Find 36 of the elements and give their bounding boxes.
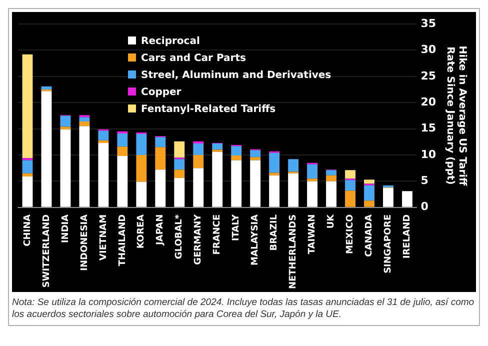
y-tick-label: 0 xyxy=(420,200,429,214)
legend-label: Reciprocal xyxy=(141,36,200,48)
x-tick-label: ITALY xyxy=(232,214,242,241)
x-tick-label: TAIWAN xyxy=(308,214,318,254)
x-tick-label: IRELAND xyxy=(402,214,413,259)
x-tick-label: MEXICO xyxy=(346,214,356,254)
x-tick-label: MALAYSIA xyxy=(250,214,261,266)
x-tick-label: INDIA xyxy=(60,214,71,244)
x-tick-label: BRAZIL xyxy=(270,214,280,251)
x-tick-label: VIETNAM xyxy=(98,214,109,260)
y-tick-label: 15 xyxy=(420,122,436,135)
x-tick-label: THAILAND xyxy=(118,214,128,266)
x-tick-label: CHINA xyxy=(22,214,33,246)
y-tick-label: 30 xyxy=(420,43,436,56)
x-tick-label: UK xyxy=(326,213,337,229)
y-tick-label: 5 xyxy=(420,174,428,188)
x-tick-label: GERMANY xyxy=(194,214,204,265)
y-tick-label: 10 xyxy=(420,148,436,161)
x-tick-label: JAPAN xyxy=(156,214,166,246)
text: Nota: Se utiliza la composición comercial de 2024. Incluye todas las tasas anunciadas el 31 de julio, así como los acuerdos sectoriales sobre automoción para Corea del Sur, Japón y la UE. xyxy=(12,297,476,322)
y-axis-title: Hike in Average US Tariff Rate Since January (ppt) xyxy=(444,46,468,186)
y-tick-label: 35 xyxy=(420,16,436,30)
x-tick-label: SINGAPORE xyxy=(384,214,394,274)
legend-label: Cars and Car Parts xyxy=(141,53,246,64)
legend-label: Copper xyxy=(141,87,182,98)
legend-label: Fentanyl-Related Tariffs xyxy=(141,104,276,116)
legend-label: Streel, Aluminum and Derivatives xyxy=(141,70,332,82)
x-tick-label: FRANCE xyxy=(212,214,223,255)
x-tick-label: INDONESIA xyxy=(80,214,90,271)
x-tick-label: GLOBAL* xyxy=(174,214,185,260)
x-tick-label: KOREA xyxy=(136,214,147,249)
y-tick-label: 20 xyxy=(420,95,436,108)
y-tick-label: 25 xyxy=(420,69,436,82)
x-tick-label: CANADA xyxy=(364,214,375,257)
x-tick-label: SWITZERLAND xyxy=(42,214,52,288)
x-tick-label: NETHERLANDS xyxy=(288,214,299,290)
